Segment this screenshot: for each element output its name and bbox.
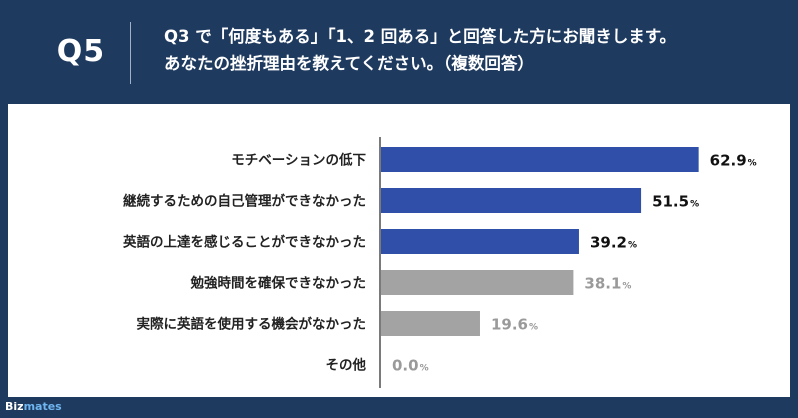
footer-band [0,397,798,418]
header-band: Q5 Q3 で「何度もある」「1、2 回ある」と回答した方にお聞きします。 あな… [0,0,798,104]
data-label-unit: % [690,200,699,210]
category-label: モチベーションの低下 [231,152,366,169]
bar [381,229,579,254]
header-divider [130,22,131,84]
data-label: 0.0% [392,357,429,375]
data-label-unit: % [748,159,757,169]
data-label-value: 38.1 [584,275,621,293]
category-label: 継続するための自己管理ができなかった [123,193,366,210]
data-label-unit: % [529,323,538,333]
data-label-unit: % [628,241,637,251]
brand-logo: Bizmates [5,400,62,413]
category-label: 実際に英語を使用する機会がなかった [137,316,367,333]
brand-name-part-a: Biz [5,400,24,413]
bar [381,270,574,295]
data-label-value: 51.5 [652,193,689,211]
bar [381,311,480,336]
category-label: 勉強時間を確保できなかった [190,275,367,292]
data-label: 38.1% [584,275,631,293]
question-text: Q3 で「何度もある」「1、2 回ある」と回答した方にお聞きします。 あなたの挫… [164,23,784,77]
data-label-unit: % [420,364,429,374]
data-label: 51.5% [652,193,699,211]
data-label-value: 0.0 [392,357,419,375]
bar [381,147,699,172]
question-number: Q5 [56,34,106,69]
category-label: 英語の上達を感じることができなかった [122,234,366,251]
data-label-value: 39.2 [590,234,627,252]
question-line-1: Q3 で「何度もある」「1、2 回ある」と回答した方にお聞きします。 [164,27,677,46]
data-label: 39.2% [590,234,637,252]
data-label: 62.9% [710,152,757,170]
question-line-2: あなたの挫折理由を教えてください。（複数回答） [164,54,534,73]
bar [381,188,642,213]
data-label-value: 62.9 [710,152,747,170]
data-label-value: 19.6 [491,316,528,334]
data-label-unit: % [622,282,631,292]
data-label: 19.6% [491,316,538,334]
brand-name-part-b: mates [23,400,62,413]
category-label: その他 [326,357,367,374]
